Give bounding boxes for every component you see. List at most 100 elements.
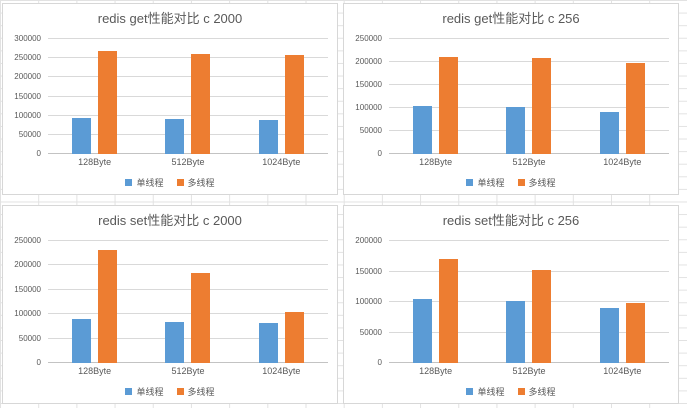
chart-title: redis set性能对比 c 2000 xyxy=(98,213,242,228)
chart-title: redis get性能对比 c 2000 xyxy=(97,11,243,26)
chart-redis-set-c2000[interactable]: redis set性能对比 c 2000 0 50000 100000 150000 20… xyxy=(2,205,338,404)
y-tick-label: 250000 xyxy=(14,53,41,63)
y-tick-label: 50000 xyxy=(18,333,41,343)
bar-group-512byte xyxy=(165,39,211,154)
x-axis-line xyxy=(389,362,669,363)
bar-multi-thread-512byte xyxy=(191,53,211,154)
bar-group-1024byte xyxy=(599,241,645,363)
y-axis: 0 50000 100000 150000 200000 250000 xyxy=(3,237,48,367)
x-axis-line xyxy=(48,153,328,154)
bar-groups xyxy=(389,39,669,154)
legend-swatch-single-thread-icon xyxy=(466,388,474,395)
bar-group-512byte xyxy=(506,39,552,154)
bar-group-128byte xyxy=(72,241,118,363)
bar-group-1024byte xyxy=(599,39,645,154)
x-category-label: 128Byte xyxy=(78,157,112,167)
bar-single-thread-512byte xyxy=(165,119,185,154)
bar-single-thread-128byte xyxy=(413,105,433,154)
bar-multi-thread-1024byte xyxy=(625,62,645,154)
x-category-label: 1024Byte xyxy=(603,366,642,376)
x-category-label: 512Byte xyxy=(171,366,205,376)
bar-groups xyxy=(48,241,328,363)
bar-single-thread-512byte xyxy=(506,300,526,363)
y-tick-label: 150000 xyxy=(14,284,41,294)
gridline xyxy=(389,107,669,108)
chart-title: redis set性能对比 c 256 xyxy=(442,213,580,228)
y-axis: 0 50000 100000 150000 200000 250000 xyxy=(344,35,389,158)
bar-group-1024byte xyxy=(258,39,304,154)
y-tick-label: 200000 xyxy=(355,57,382,66)
chart-plot-region: 0 50000 100000 150000 200000 xyxy=(344,237,669,367)
x-category-label: 512Byte xyxy=(512,366,546,376)
gridline xyxy=(48,240,328,241)
y-tick-label: 250000 xyxy=(355,34,382,43)
chart-redis-set-c256[interactable]: redis set性能对比 c 256 0 50000 100000 150000 200… xyxy=(343,205,679,404)
legend-swatch-single-thread-icon xyxy=(466,179,474,186)
bar-group-1024byte xyxy=(258,241,304,363)
bar-group-128byte xyxy=(72,39,118,154)
bar-multi-thread-512byte xyxy=(191,273,211,363)
x-axis: 128Byte 512Byte 1024Byte xyxy=(48,366,328,380)
legend-label: 单线程 xyxy=(477,386,505,397)
bar-single-thread-512byte xyxy=(165,321,185,363)
x-category-label: 128Byte xyxy=(419,366,453,376)
gridline xyxy=(389,240,669,241)
plot-area xyxy=(389,38,669,154)
y-tick-label: 150000 xyxy=(14,91,41,101)
y-tick-label: 100000 xyxy=(14,309,41,319)
gridline xyxy=(48,114,328,116)
bar-multi-thread-128byte xyxy=(439,258,459,363)
bar-group-128byte xyxy=(413,39,459,154)
legend: 单线程 多线程 xyxy=(344,380,678,403)
plot-area xyxy=(48,38,328,154)
bar-multi-thread-1024byte xyxy=(284,55,304,154)
bar-single-thread-512byte xyxy=(506,106,526,154)
plot-area xyxy=(389,240,669,363)
x-axis: 128Byte 512Byte 1024Byte xyxy=(389,157,669,171)
legend: 单线程 多线程 xyxy=(3,171,337,194)
bar-single-thread-1024byte xyxy=(599,308,619,363)
gridline xyxy=(389,130,669,131)
legend-item-single-thread: 单线程 xyxy=(466,386,505,397)
y-tick-label: 200000 xyxy=(355,236,382,245)
y-tick-label: 50000 xyxy=(359,126,382,135)
x-axis: 128Byte 512Byte 1024Byte xyxy=(389,366,669,380)
x-axis-line xyxy=(389,153,669,154)
legend-label: 单线程 xyxy=(136,386,164,397)
chart-redis-get-c2000[interactable]: redis get性能对比 c 2000 0 50000 100000 150000 20… xyxy=(2,3,338,195)
y-tick-label: 100000 xyxy=(355,103,382,112)
legend-item-multi-thread: 多线程 xyxy=(176,387,215,397)
gridline xyxy=(48,95,328,97)
bar-single-thread-128byte xyxy=(72,319,92,363)
legend-swatch-multi-thread-icon xyxy=(517,179,525,186)
legend-label: 多线程 xyxy=(528,177,556,188)
legend-item-single-thread: 单线程 xyxy=(466,177,505,188)
y-tick-label: 150000 xyxy=(355,80,382,89)
x-category-label: 1024Byte xyxy=(262,366,301,376)
chart-title: redis get性能对比 c 256 xyxy=(442,11,580,26)
legend-swatch-multi-thread-icon xyxy=(176,179,184,186)
legend-item-multi-thread: 多线程 xyxy=(517,387,556,397)
bar-multi-thread-1024byte xyxy=(625,302,645,363)
gridline xyxy=(48,38,328,39)
bar-single-thread-1024byte xyxy=(258,322,278,363)
plot-area xyxy=(48,240,328,363)
gridline xyxy=(48,76,328,78)
bar-group-512byte xyxy=(506,241,552,363)
legend-swatch-multi-thread-icon xyxy=(517,388,525,395)
legend-item-multi-thread: 多线程 xyxy=(176,178,215,188)
y-tick-label: 50000 xyxy=(18,129,41,139)
y-tick-label: 200000 xyxy=(14,260,41,270)
y-tick-label: 100000 xyxy=(355,297,382,306)
y-tick-label: 250000 xyxy=(14,236,41,245)
legend-item-single-thread: 单线程 xyxy=(125,178,164,188)
legend-swatch-single-thread-icon xyxy=(125,388,133,395)
y-tick-label: 0 xyxy=(36,358,41,367)
chart-redis-get-c256[interactable]: redis get性能对比 c 256 0 50000 100000 150000 200… xyxy=(343,3,679,195)
bar-multi-thread-128byte xyxy=(98,250,118,363)
legend-item-single-thread: 单线程 xyxy=(125,386,164,397)
gridline xyxy=(48,313,328,315)
legend-label: 单线程 xyxy=(477,177,505,188)
legend-swatch-multi-thread-icon xyxy=(176,388,184,395)
y-tick-label: 50000 xyxy=(359,327,382,337)
